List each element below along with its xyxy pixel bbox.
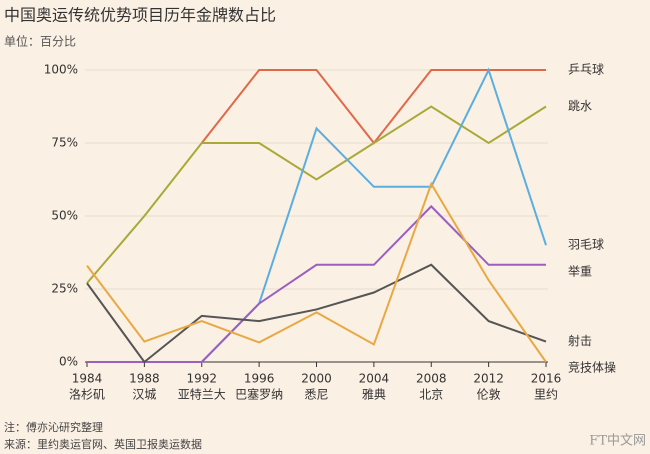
- x-tick-sublabel: 亚特兰大: [178, 387, 226, 402]
- series-line: [200, 69, 546, 145]
- series-label: 羽毛球: [568, 238, 604, 252]
- series-label: 举重: [568, 264, 592, 278]
- source: 来源：里约奥运官网、英国卫报奥运数据: [4, 437, 202, 451]
- x-tick-label: 2008: [416, 372, 447, 386]
- x-tick-label: 2012: [473, 372, 504, 386]
- x-tick-sublabel: 巴塞罗纳: [235, 387, 283, 402]
- note: 注：傅亦沁研究整理: [4, 420, 103, 434]
- chart-title: 中国奥运传统优势项目历年金牌数占比: [4, 6, 276, 25]
- series-line: [86, 263, 547, 364]
- watermark: FT中文网: [589, 434, 646, 449]
- x-tick-sublabel: 悉尼: [304, 388, 328, 402]
- y-tick-label: 0%: [59, 355, 78, 369]
- series-line: [86, 105, 547, 284]
- series-label: 跳水: [568, 99, 592, 113]
- x-tick-label: 1988: [129, 372, 160, 386]
- x-tick-sublabel: 里约: [534, 387, 558, 402]
- series-label: 乒乓球: [568, 63, 604, 77]
- x-tick-label: 2016: [531, 372, 562, 386]
- series-label: 竞技体操: [568, 360, 616, 375]
- unit-label: 单位：百分比: [4, 34, 76, 49]
- x-tick-label: 2004: [359, 372, 390, 386]
- series-label: 射击: [568, 333, 592, 348]
- x-tick-label: 1984: [72, 372, 103, 386]
- y-tick-label: 75%: [51, 136, 78, 150]
- x-tick-sublabel: 北京: [419, 388, 443, 402]
- x-tick-sublabel: 雅典: [362, 387, 386, 402]
- series-line: [86, 181, 547, 363]
- x-tick-sublabel: 伦敦: [477, 387, 501, 402]
- x-tick-sublabel: 洛杉矶: [69, 387, 105, 402]
- x-tick-label: 2000: [301, 372, 332, 386]
- y-tick-label: 25%: [51, 282, 78, 296]
- x-tick-label: 1996: [244, 372, 275, 386]
- y-tick-label: 50%: [51, 209, 78, 223]
- series-line: [87, 204, 546, 363]
- y-tick-label: 100%: [44, 63, 78, 77]
- x-tick-label: 1992: [186, 372, 217, 386]
- x-tick-sublabel: 汉城: [132, 388, 156, 402]
